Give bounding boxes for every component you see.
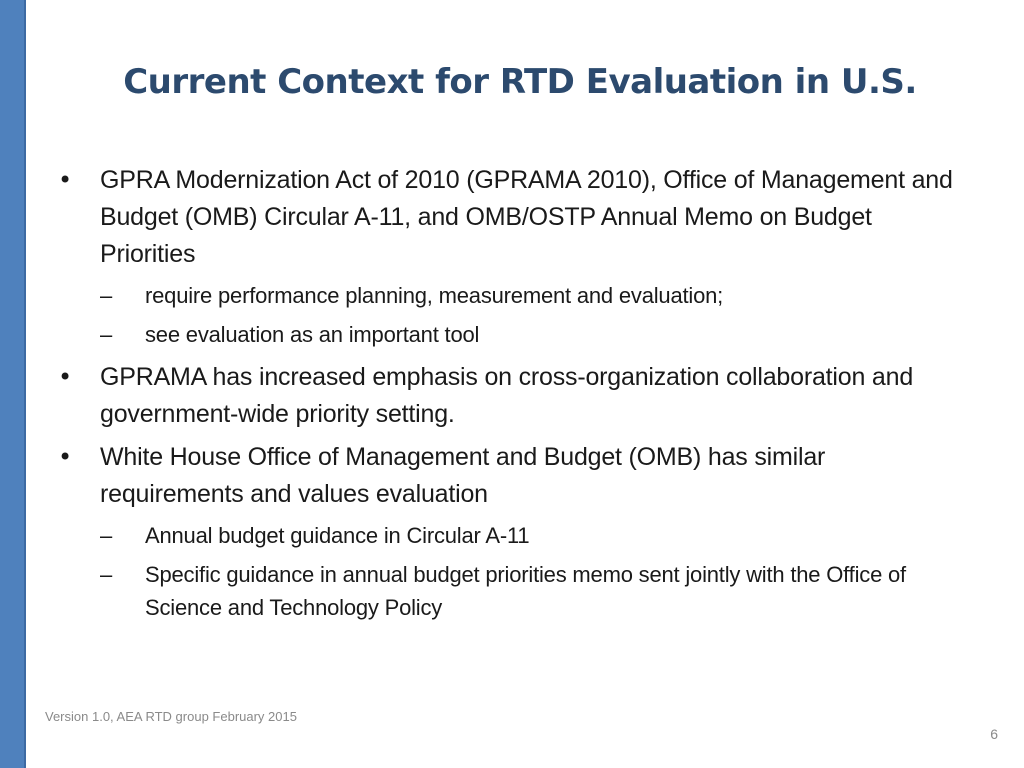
bullet-item: • GPRA Modernization Act of 2010 (GPRAMA… (58, 162, 958, 273)
bullet-marker: • (58, 166, 73, 194)
slide-content: • GPRA Modernization Act of 2010 (GPRAMA… (58, 162, 958, 632)
sub-bullet-text: Specific guidance in annual budget prior… (145, 562, 906, 620)
sub-bullet-marker: – (100, 322, 113, 347)
sub-bullet-text: see evaluation as an important tool (145, 322, 480, 347)
sub-bullet-item: – see evaluation as an important tool (100, 318, 958, 351)
sub-bullet-item: – require performance planning, measurem… (100, 279, 958, 312)
bullet-item: • GPRAMA has increased emphasis on cross… (58, 359, 958, 433)
sub-bullet-text: require performance planning, measuremen… (145, 283, 724, 308)
sub-bullet-item: – Annual budget guidance in Circular A-1… (100, 519, 958, 552)
sub-bullet-marker: – (100, 523, 113, 548)
sub-bullet-text: Annual budget guidance in Circular A-11 (145, 523, 530, 548)
bullet-marker: • (58, 443, 73, 471)
page-number: 6 (990, 726, 998, 742)
bullet-item: • White House Office of Management and B… (58, 439, 958, 513)
sub-bullet-marker: – (100, 562, 113, 587)
sub-bullet-item: – Specific guidance in annual budget pri… (100, 558, 958, 624)
bullet-text: GPRA Modernization Act of 2010 (GPRAMA 2… (100, 166, 953, 268)
bullet-marker: • (58, 363, 73, 391)
sub-bullet-marker: – (100, 283, 113, 308)
slide-title: Current Context for RTD Evaluation in U.… (123, 62, 917, 102)
bullet-text: GPRAMA has increased emphasis on cross-o… (100, 363, 914, 428)
sub-bullet-list: – Annual budget guidance in Circular A-1… (100, 519, 958, 624)
bullet-text: White House Office of Management and Bud… (100, 443, 826, 508)
left-accent-bar (0, 0, 26, 768)
slide-footer: Version 1.0, AEA RTD group February 2015 (45, 709, 297, 724)
sub-bullet-list: – require performance planning, measurem… (100, 279, 958, 351)
